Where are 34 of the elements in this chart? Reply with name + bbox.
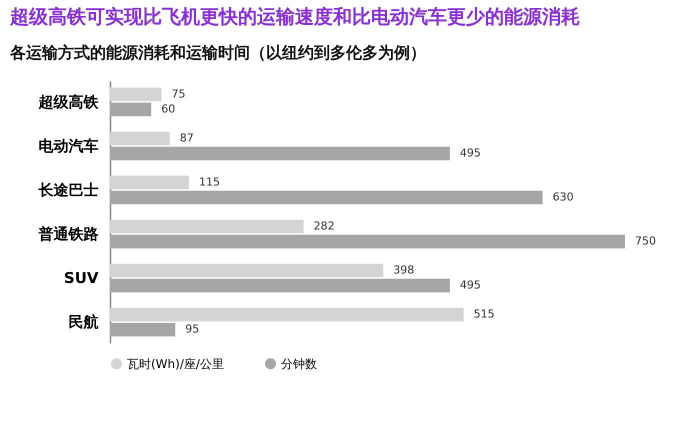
bar <box>110 220 304 234</box>
y-tick-label: 长途巴士 <box>38 180 98 199</box>
data-label: 95 <box>185 322 200 336</box>
chart-title: 超级高铁可实现比飞机更快的运输速度和比电动汽车更少的能源消耗 <box>9 6 580 28</box>
chart-subtitle: 各运输方式的能源消耗和运输时间（以纽约到多伦多为例） <box>9 43 426 62</box>
data-label: 515 <box>474 308 495 321</box>
data-label: 115 <box>198 175 220 188</box>
data-label: 630 <box>552 190 574 204</box>
bar <box>110 264 384 278</box>
bar <box>110 88 162 102</box>
bar <box>110 308 464 322</box>
data-label: 282 <box>314 219 335 232</box>
bar <box>110 278 450 292</box>
bar <box>110 176 189 190</box>
y-tick-label: 电动汽车 <box>38 136 98 155</box>
legend-label: 分钟数 <box>281 356 317 371</box>
data-label: 495 <box>460 146 481 160</box>
bar <box>110 146 450 160</box>
bar <box>110 132 170 146</box>
data-label: 750 <box>635 234 656 248</box>
bar <box>110 190 543 204</box>
data-label: 87 <box>180 131 194 144</box>
y-tick-label: 超级高铁 <box>38 92 100 111</box>
data-label: 398 <box>393 264 414 277</box>
y-tick-label: SUV <box>64 269 99 288</box>
y-tick-label: 普通铁路 <box>38 225 98 244</box>
data-label: 495 <box>460 278 481 292</box>
data-label: 60 <box>161 102 176 116</box>
bar <box>110 102 152 116</box>
legend-label: 瓦时(Wh)/座/公里 <box>127 356 224 371</box>
y-tick-label: 民航 <box>68 313 98 332</box>
bar <box>110 234 625 248</box>
bar <box>110 322 176 336</box>
data-label: 75 <box>172 87 186 100</box>
